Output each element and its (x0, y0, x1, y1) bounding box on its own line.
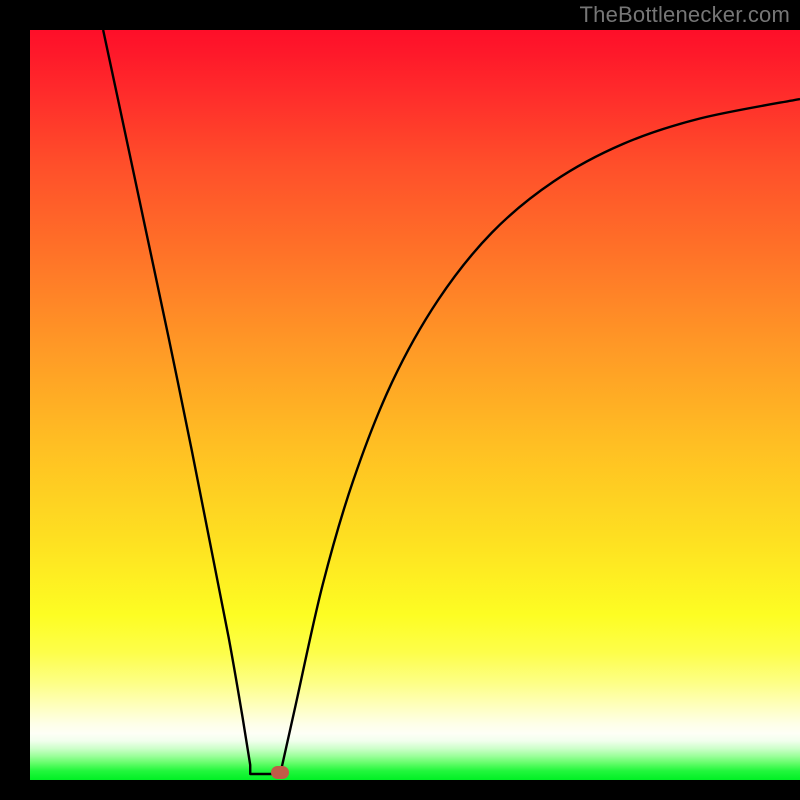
watermark-text: TheBottlenecker.com (580, 2, 790, 28)
optimal-point-marker (271, 766, 289, 779)
bottleneck-curve (30, 30, 800, 780)
curve-path (103, 30, 800, 774)
plot-area (30, 30, 800, 780)
